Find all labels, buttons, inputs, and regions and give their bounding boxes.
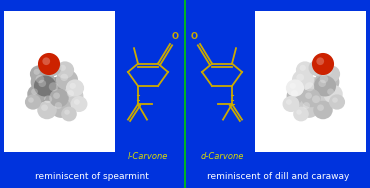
Ellipse shape — [309, 60, 326, 76]
Ellipse shape — [74, 99, 80, 105]
Ellipse shape — [290, 83, 296, 89]
Ellipse shape — [66, 79, 84, 97]
Ellipse shape — [326, 69, 332, 75]
Ellipse shape — [43, 77, 71, 103]
Ellipse shape — [27, 85, 47, 103]
Text: O: O — [172, 32, 179, 41]
Ellipse shape — [31, 70, 56, 94]
Ellipse shape — [63, 86, 83, 106]
Ellipse shape — [293, 107, 309, 121]
Ellipse shape — [283, 96, 299, 112]
Ellipse shape — [299, 77, 327, 103]
Ellipse shape — [38, 80, 46, 87]
Ellipse shape — [34, 69, 40, 75]
Ellipse shape — [64, 110, 70, 115]
Ellipse shape — [60, 74, 68, 81]
Ellipse shape — [296, 74, 304, 81]
Text: O: O — [191, 32, 198, 41]
Ellipse shape — [286, 99, 292, 105]
Ellipse shape — [301, 89, 321, 107]
Text: d-Carvone: d-Carvone — [200, 152, 244, 161]
Ellipse shape — [329, 94, 345, 110]
Ellipse shape — [303, 102, 310, 109]
Ellipse shape — [314, 70, 339, 94]
Bar — [4, 11, 115, 152]
Ellipse shape — [318, 80, 326, 87]
Ellipse shape — [56, 70, 78, 90]
Ellipse shape — [51, 98, 71, 118]
Ellipse shape — [37, 101, 57, 119]
Ellipse shape — [41, 105, 48, 111]
Ellipse shape — [327, 88, 334, 95]
Ellipse shape — [70, 83, 76, 89]
Bar — [255, 11, 366, 152]
Ellipse shape — [53, 92, 60, 99]
Ellipse shape — [30, 65, 48, 83]
Ellipse shape — [305, 82, 314, 91]
Ellipse shape — [49, 82, 58, 91]
Text: reminiscent of dill and caraway: reminiscent of dill and caraway — [207, 172, 349, 181]
Ellipse shape — [71, 96, 87, 112]
Ellipse shape — [287, 86, 307, 106]
Ellipse shape — [317, 105, 324, 111]
Ellipse shape — [312, 53, 334, 75]
Ellipse shape — [49, 89, 69, 107]
Ellipse shape — [44, 95, 52, 103]
Ellipse shape — [43, 57, 50, 65]
Ellipse shape — [55, 102, 62, 109]
Ellipse shape — [36, 75, 44, 83]
Ellipse shape — [332, 97, 338, 103]
Ellipse shape — [38, 53, 60, 75]
Ellipse shape — [56, 61, 74, 79]
Ellipse shape — [320, 75, 328, 83]
Ellipse shape — [39, 91, 63, 113]
Text: l-Carvone: l-Carvone — [128, 152, 168, 161]
Ellipse shape — [67, 90, 74, 97]
Text: reminiscent of spearmint: reminiscent of spearmint — [35, 172, 149, 181]
Ellipse shape — [31, 88, 38, 95]
Ellipse shape — [299, 98, 319, 118]
Ellipse shape — [312, 63, 318, 69]
Ellipse shape — [322, 65, 340, 83]
Ellipse shape — [286, 79, 304, 97]
Ellipse shape — [316, 57, 324, 65]
Ellipse shape — [25, 94, 41, 110]
Ellipse shape — [60, 65, 66, 71]
Ellipse shape — [34, 76, 56, 96]
Ellipse shape — [28, 97, 34, 103]
Ellipse shape — [296, 61, 314, 79]
Ellipse shape — [305, 92, 312, 99]
Ellipse shape — [313, 101, 333, 119]
Ellipse shape — [44, 60, 61, 76]
Ellipse shape — [314, 76, 336, 96]
Ellipse shape — [323, 85, 343, 103]
Ellipse shape — [291, 90, 298, 97]
Ellipse shape — [48, 63, 54, 69]
Ellipse shape — [300, 65, 306, 71]
Ellipse shape — [292, 70, 314, 90]
Ellipse shape — [61, 107, 77, 121]
Ellipse shape — [307, 91, 331, 113]
Ellipse shape — [296, 110, 302, 115]
Ellipse shape — [312, 95, 320, 103]
